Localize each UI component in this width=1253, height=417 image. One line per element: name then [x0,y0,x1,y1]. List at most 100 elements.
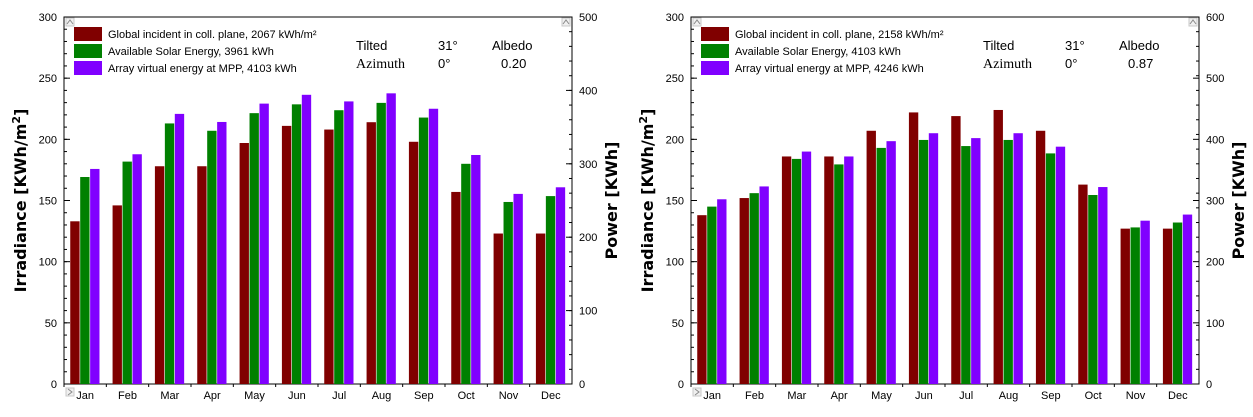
bar-2 [1003,139,1013,384]
y2-tick-label: 500 [1206,73,1224,85]
y-tick-label: 300 [39,12,57,24]
y2-tick-label: 500 [579,12,597,24]
x-tick-label: Jun [915,390,933,402]
y2-tick-label: 100 [579,306,597,318]
x-tick-label: Jan [76,390,94,402]
bar-2 [503,201,513,384]
bar-2 [876,147,886,384]
bar-2 [918,139,929,384]
y-axis-title-main: Irradiance [KWh/m [638,124,657,293]
scroll-right-box [65,387,75,397]
y2-tick-label: 0 [579,379,585,391]
y-axis-title: Irradiance [KWh/m2] [10,109,30,293]
bar-3 [555,187,566,384]
chevron-up-icon [562,19,570,25]
bar-3 [301,94,312,384]
azimuth-label: Azimuth [356,57,405,72]
x-tick-label: Feb [745,390,764,402]
bar-2 [545,196,556,384]
bar-2 [1130,227,1140,384]
y-tick-label: 250 [666,73,684,85]
bar-3 [386,93,396,384]
bar-3 [759,186,769,384]
bar-2 [461,163,471,384]
bar-3 [1013,133,1023,384]
bar-1 [951,116,961,384]
bar-3 [344,101,354,384]
bar-1 [1162,228,1173,384]
bar-3 [886,141,896,384]
y2-tick-label: 200 [579,232,597,244]
y-tick-label: 100 [666,257,684,269]
bar-3 [717,199,727,384]
x-tick-label: Apr [204,390,221,402]
bar-1 [993,109,1003,385]
plot-area [690,16,1200,385]
scroll-right-box [692,387,702,397]
y-axis-title-end: ] [638,109,657,116]
chart-left: 0 50 100 150 200 250 300 0 100 200 300 400 500 Jan Feb… [10,12,621,402]
chevron-up-icon [66,19,74,25]
legend-label-1: Global incident in coll. plane, 2158 kWh… [735,29,944,41]
bar-3 [428,108,439,384]
bar-2 [1088,194,1098,384]
y-axis-title-sup: 2 [637,116,650,124]
legend-label-3: Array virtual energy at MPP, 4246 kWh [735,63,924,75]
bar-2 [207,130,217,384]
bar-1 [239,143,249,384]
x-tick-label: Jul [959,390,973,402]
bar-1 [697,215,707,384]
bar-3 [217,121,227,384]
x-tick-label: May [244,390,265,402]
bar-1 [154,166,165,384]
y2-tick-label: 0 [1206,379,1212,391]
bar-3 [801,151,812,384]
azimuth-label: Azimuth [983,57,1032,72]
scroll-up-box-right [561,17,571,27]
bar-3 [928,133,939,384]
bar-1 [908,112,919,385]
x-tick-label: Jul [332,390,346,402]
bar-2 [834,164,844,384]
bar-3 [132,154,142,384]
x-tick-label: Aug [372,390,392,402]
y2-tick-label: 400 [579,85,597,97]
bar-1 [70,221,80,384]
scroll-up-box-left [692,17,702,27]
legend-swatch-3 [74,61,102,75]
y-axis-title-end: ] [11,109,30,116]
bar-3 [513,193,523,384]
x-tick-label: Mar [160,390,179,402]
bar-2 [707,206,717,384]
y-tick-label: 150 [666,196,684,208]
y2-tick-label: 300 [579,159,597,171]
x-tick-label: Aug [999,390,1019,402]
y-tick-label: 250 [39,73,57,85]
tilted-value: 31° [1065,38,1085,53]
bar-2 [122,161,132,384]
bar-1 [197,166,207,384]
bar-1 [112,205,122,384]
bar-3 [1098,187,1108,384]
y-axis-title: Irradiance [KWh/m2] [637,109,657,293]
bar-2 [1172,222,1183,384]
x-tick-label: Oct [458,390,475,402]
albedo-value: 0.87 [1128,56,1153,71]
bar-3 [174,113,185,384]
albedo-label: Albedo [1119,38,1159,53]
x-tick-label: Jan [703,390,721,402]
x-tick-label: Dec [1168,390,1188,402]
bar-1 [824,156,834,384]
legend-swatch-1 [701,27,729,41]
bar-1 [1078,184,1088,384]
y2-axis-title: Power [KWh] [1229,142,1248,260]
x-tick-label: Feb [118,390,137,402]
chart-right: 0 50 100 150 200 250 300 0 100 200 300 400 500 600 Jan… [637,12,1248,402]
y-tick-label: 150 [39,196,57,208]
azimuth-value: 0° [1065,56,1077,71]
x-tick-label: Nov [1126,390,1146,402]
bar-3 [1140,220,1150,384]
chevron-up-icon [1189,19,1197,25]
x-tick-label: May [871,390,892,402]
bar-3 [1182,214,1193,384]
